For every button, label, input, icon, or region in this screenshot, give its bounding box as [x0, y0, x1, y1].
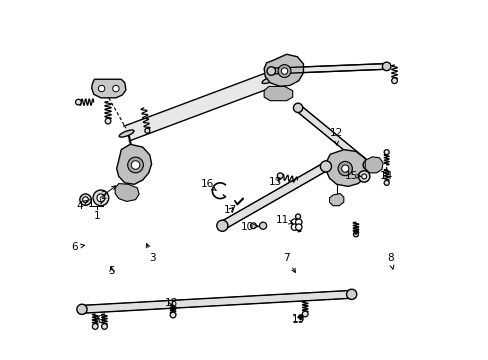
Circle shape [353, 232, 358, 237]
Circle shape [266, 67, 275, 75]
Circle shape [259, 222, 266, 229]
Polygon shape [123, 73, 272, 141]
Circle shape [293, 103, 302, 112]
Circle shape [281, 68, 287, 74]
Text: 9: 9 [352, 226, 359, 236]
Text: 6: 6 [71, 242, 84, 252]
Text: 14: 14 [379, 168, 392, 181]
Circle shape [295, 219, 302, 225]
Circle shape [75, 99, 81, 105]
Text: 11: 11 [275, 215, 292, 225]
Text: 8: 8 [386, 253, 393, 269]
Text: 15: 15 [344, 171, 360, 181]
Text: 2: 2 [100, 191, 106, 204]
Circle shape [80, 194, 91, 205]
Circle shape [112, 85, 119, 92]
Circle shape [291, 219, 297, 225]
Circle shape [127, 157, 143, 173]
Circle shape [320, 161, 331, 172]
Circle shape [97, 194, 104, 202]
Polygon shape [264, 86, 292, 101]
Text: 19: 19 [291, 314, 304, 324]
Circle shape [384, 180, 388, 185]
Circle shape [295, 224, 302, 230]
Circle shape [337, 161, 352, 176]
Circle shape [131, 161, 140, 169]
Polygon shape [91, 79, 125, 98]
Circle shape [93, 190, 108, 206]
Polygon shape [271, 64, 386, 74]
Circle shape [144, 128, 149, 133]
Circle shape [250, 223, 256, 229]
Ellipse shape [262, 76, 276, 84]
Text: 16: 16 [200, 179, 216, 190]
Circle shape [363, 160, 372, 170]
Text: 4: 4 [76, 200, 88, 211]
Circle shape [77, 304, 87, 314]
Text: 5: 5 [108, 266, 115, 276]
Circle shape [361, 174, 366, 179]
Circle shape [92, 324, 98, 329]
Text: 19: 19 [291, 315, 304, 325]
Circle shape [278, 64, 290, 77]
Text: 7: 7 [283, 253, 295, 273]
Polygon shape [220, 163, 327, 229]
Text: 10: 10 [240, 222, 257, 232]
Polygon shape [81, 291, 351, 313]
Text: 12: 12 [329, 128, 343, 145]
Polygon shape [365, 157, 382, 173]
Text: 13: 13 [269, 177, 282, 187]
Polygon shape [264, 54, 303, 86]
Circle shape [358, 171, 369, 182]
Circle shape [105, 118, 111, 124]
Circle shape [384, 150, 388, 155]
Circle shape [295, 214, 300, 219]
Polygon shape [295, 105, 369, 168]
Circle shape [391, 78, 397, 84]
Circle shape [382, 62, 390, 71]
Circle shape [291, 224, 297, 230]
Text: 1: 1 [94, 211, 101, 221]
Polygon shape [115, 184, 139, 202]
Circle shape [98, 85, 104, 92]
Circle shape [341, 165, 348, 172]
Text: 1: 1 [88, 186, 116, 209]
Ellipse shape [119, 130, 134, 137]
Polygon shape [329, 194, 343, 206]
Circle shape [302, 311, 307, 317]
Circle shape [277, 173, 283, 179]
Text: 19: 19 [91, 315, 104, 325]
Polygon shape [325, 150, 367, 186]
Text: 3: 3 [146, 244, 155, 263]
Circle shape [82, 197, 88, 203]
Text: 17: 17 [223, 205, 236, 215]
Polygon shape [116, 144, 151, 184]
Circle shape [170, 312, 176, 318]
Circle shape [216, 220, 227, 231]
Circle shape [102, 324, 107, 329]
Circle shape [346, 289, 356, 300]
Text: 18: 18 [164, 298, 178, 308]
